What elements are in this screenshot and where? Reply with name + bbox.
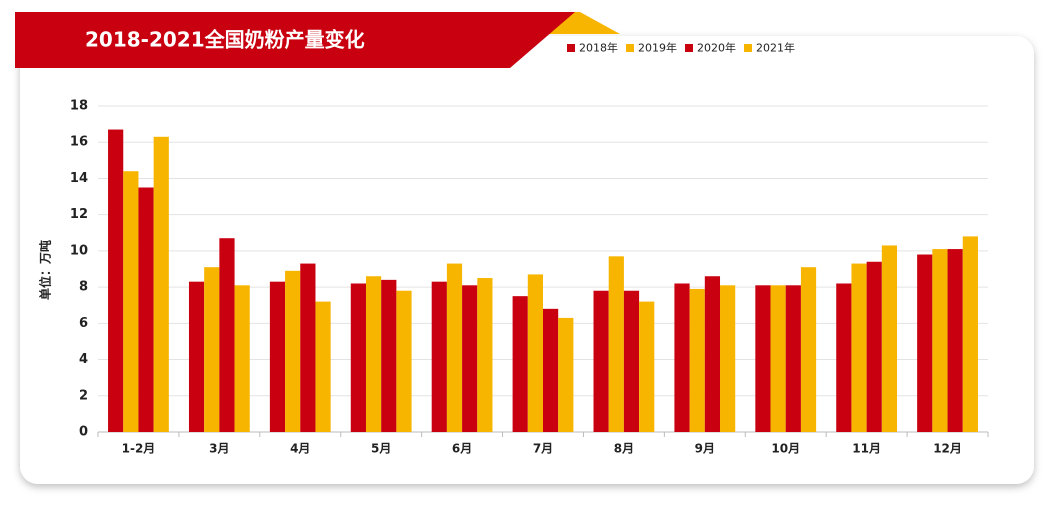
bar — [350, 283, 366, 432]
y-tick-label: 12 — [70, 207, 88, 222]
bar — [593, 290, 609, 432]
bar — [446, 263, 463, 432]
x-tick-label: 10月 — [771, 442, 800, 456]
bar — [269, 281, 286, 432]
x-tick-label: 9月 — [695, 442, 715, 456]
y-axis-label: 单位：万吨 — [38, 240, 53, 300]
bar — [204, 267, 220, 432]
y-tick-label: 14 — [70, 171, 88, 186]
bar — [558, 317, 574, 432]
x-tick-label: 6月 — [452, 442, 472, 456]
x-tick-label: 4月 — [290, 442, 310, 456]
bar — [881, 245, 898, 432]
y-tick-label: 6 — [79, 316, 88, 331]
bar — [138, 187, 154, 432]
chart-title: 2018-2021全国奶粉产量变化 — [85, 28, 365, 52]
legend-label: 2019年 — [638, 41, 677, 55]
bar — [108, 129, 124, 433]
bar — [123, 171, 139, 432]
bar — [800, 267, 817, 432]
bar — [381, 279, 397, 432]
bar — [512, 296, 528, 432]
bar — [674, 283, 690, 432]
y-tick-label: 4 — [79, 352, 88, 367]
legend-label: 2020年 — [697, 41, 736, 55]
bar — [462, 285, 478, 432]
bar — [396, 290, 412, 432]
bar — [431, 281, 447, 432]
bar — [219, 238, 235, 432]
x-tick-label: 7月 — [533, 442, 553, 456]
bar — [234, 285, 250, 432]
x-tick-label: 8月 — [614, 442, 634, 456]
bar — [932, 249, 948, 432]
y-tick-label: 10 — [70, 243, 88, 258]
bar — [543, 308, 559, 432]
bar — [947, 249, 963, 432]
y-tick-label: 2 — [79, 388, 88, 403]
x-tick-label: 11月 — [852, 442, 881, 456]
legend-swatch — [567, 44, 575, 52]
bar — [689, 288, 705, 432]
bar — [720, 285, 736, 432]
x-tick-label: 1-2月 — [122, 442, 156, 456]
x-tick-label: 12月 — [933, 442, 962, 456]
bar — [365, 276, 382, 432]
title-banner — [15, 12, 575, 68]
legend-swatch — [744, 44, 752, 52]
bar — [315, 301, 331, 432]
y-tick-label: 18 — [70, 99, 88, 114]
legend-label: 2018年 — [579, 41, 618, 55]
y-tick-label: 16 — [70, 135, 88, 150]
bar — [785, 285, 801, 432]
x-tick-label: 3月 — [209, 442, 229, 456]
legend-label: 2021年 — [756, 41, 795, 55]
bar — [917, 254, 933, 432]
bar — [285, 270, 301, 432]
legend-swatch — [685, 44, 693, 52]
bar — [477, 278, 493, 432]
y-tick-label: 8 — [79, 280, 88, 295]
bar — [623, 290, 640, 432]
legend-swatch — [626, 44, 634, 52]
x-tick-label: 5月 — [371, 442, 391, 456]
bar — [153, 136, 169, 433]
bar — [770, 285, 786, 432]
bar — [836, 283, 852, 432]
bar — [866, 261, 882, 432]
y-tick-label: 0 — [79, 425, 88, 440]
bar — [851, 263, 867, 432]
bar — [639, 301, 655, 432]
bar — [608, 256, 624, 432]
bar — [527, 274, 543, 432]
bar — [300, 263, 316, 432]
bar — [188, 281, 205, 432]
bar — [755, 285, 771, 432]
bar — [962, 236, 978, 432]
bar — [704, 276, 721, 432]
